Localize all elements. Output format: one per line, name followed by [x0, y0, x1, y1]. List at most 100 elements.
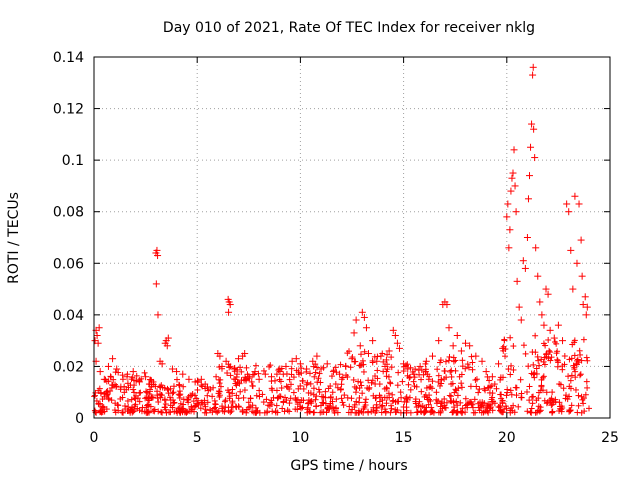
data-point — [120, 409, 127, 416]
data-point — [142, 373, 150, 381]
data-point — [131, 377, 138, 384]
data-point — [407, 386, 414, 393]
data-point — [137, 389, 144, 396]
data-point — [338, 395, 345, 402]
data-point — [489, 407, 496, 414]
data-point — [424, 394, 431, 401]
data-point — [166, 394, 173, 401]
data-point — [575, 402, 582, 409]
data-point — [162, 401, 169, 408]
data-point — [469, 359, 476, 366]
y-tick-label: 0.04 — [53, 308, 84, 324]
data-point — [168, 365, 176, 373]
data-point — [439, 399, 446, 406]
data-point — [422, 368, 429, 375]
y-tick-label: 0 — [75, 411, 84, 427]
y-tick-label: 0.08 — [53, 205, 84, 221]
data-point — [384, 351, 391, 358]
data-point — [288, 371, 295, 378]
data-point — [337, 386, 344, 393]
data-point — [505, 366, 512, 373]
data-point — [410, 370, 418, 378]
data-point — [217, 383, 224, 390]
data-point — [146, 386, 153, 393]
data-point — [484, 384, 491, 391]
data-point — [154, 252, 162, 260]
data-point — [251, 368, 259, 376]
data-point — [532, 244, 540, 252]
data-point — [517, 316, 525, 324]
data-point — [398, 394, 405, 401]
data-point — [495, 360, 503, 368]
data-point — [528, 120, 536, 128]
data-point — [136, 407, 143, 414]
data-point — [465, 364, 472, 371]
data-point — [534, 272, 542, 280]
data-point — [574, 356, 581, 363]
data-point — [197, 375, 205, 383]
data-point — [529, 71, 537, 79]
data-point — [180, 383, 187, 390]
data-point — [482, 368, 490, 376]
data-point — [111, 407, 118, 414]
data-point — [565, 373, 572, 380]
data-point — [272, 409, 279, 416]
y-tick-label: 0.02 — [53, 359, 84, 375]
data-point — [119, 372, 126, 379]
data-point — [99, 403, 106, 410]
data-point — [572, 386, 579, 393]
data-point — [447, 393, 454, 400]
data-point — [573, 259, 581, 267]
data-point — [130, 386, 137, 393]
data-point — [485, 409, 492, 416]
data-point — [151, 406, 158, 413]
data-point — [273, 371, 280, 378]
data-point — [429, 408, 436, 415]
data-point — [575, 200, 583, 208]
data-point — [457, 399, 464, 406]
data-point — [507, 334, 514, 341]
data-point — [109, 355, 117, 363]
data-point — [272, 377, 279, 384]
data-point — [176, 382, 183, 389]
data-point — [259, 391, 266, 398]
data-point — [395, 344, 403, 352]
data-point — [294, 396, 301, 403]
data-point — [454, 408, 461, 415]
data-point — [467, 383, 474, 390]
data-point — [234, 355, 242, 363]
data-point — [388, 405, 395, 412]
data-point — [115, 369, 122, 376]
data-point — [549, 409, 556, 416]
data-point — [568, 372, 575, 379]
data-point — [533, 397, 540, 404]
data-point — [125, 403, 132, 410]
data-point — [571, 352, 578, 359]
data-point — [497, 376, 504, 383]
data-point — [358, 382, 365, 389]
data-point — [481, 400, 488, 407]
data-point — [433, 389, 440, 396]
data-point — [541, 361, 548, 368]
data-point — [132, 395, 139, 402]
data-point — [510, 343, 517, 350]
data-point — [556, 407, 563, 414]
data-point — [522, 350, 529, 357]
data-point — [222, 404, 229, 411]
data-point — [317, 365, 325, 373]
data-point — [345, 409, 352, 416]
data-point — [537, 387, 544, 394]
data-point — [344, 394, 351, 401]
data-point — [406, 374, 413, 381]
data-point — [241, 387, 248, 394]
data-point — [282, 362, 290, 370]
data-point — [104, 387, 111, 394]
data-point — [549, 408, 556, 415]
data-point — [527, 409, 534, 416]
data-point — [428, 409, 435, 416]
data-point — [222, 357, 230, 365]
data-point — [359, 357, 366, 364]
data-point — [299, 378, 306, 385]
data-point — [533, 365, 540, 372]
data-point — [453, 387, 460, 394]
